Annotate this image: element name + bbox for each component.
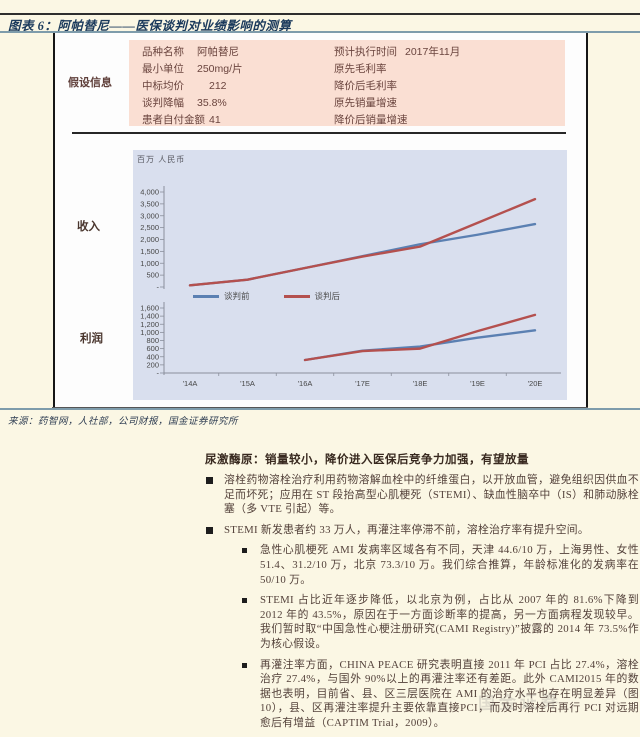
assump-label: 原先毛利率 (334, 63, 387, 75)
bullet-text: 溶栓药物溶栓治疗利用药物溶解血栓中的纤维蛋白，以开放血管，避免组织因供血不足而坏… (224, 474, 639, 516)
svg-text:600: 600 (146, 344, 159, 353)
assump-label: 原先销量增速 (334, 97, 397, 109)
assumptions-table: 品种名称 阿帕替尼 预计执行时间 2017年11月 最小单位 250mg/片 原… (129, 40, 565, 126)
table-underline (72, 132, 566, 134)
assump-value: 212 (209, 80, 227, 92)
bullet-list: 溶栓药物溶栓治疗利用药物溶解血栓中的纤维蛋白，以开放血管，避免组织因供血不足而坏… (205, 473, 639, 737)
svg-text:1,600: 1,600 (140, 304, 159, 313)
svg-text:'20E: '20E (528, 379, 543, 388)
chart-panel: 百万 人民币 4,000 3,500 3,000 2,500 2,000 1,500 1,0… (133, 150, 567, 400)
svg-text:1,000: 1,000 (140, 328, 159, 337)
assumptions-section-label: 假设信息 (68, 77, 112, 89)
assump-label: 预计执行时间 (334, 46, 397, 58)
top-rule (0, 13, 640, 15)
svg-text:-: - (157, 283, 160, 292)
svg-text:1,400: 1,400 (140, 312, 159, 321)
watermark-logo: 国金证券 (477, 691, 563, 714)
legend-item-before: 谈判前 (193, 290, 250, 302)
section-heading: 尿激酶原：销量较小，降价进入医保后竞争力加强，有望放量 (205, 454, 529, 466)
figure-top-rule (0, 31, 640, 33)
svg-text:3,000: 3,000 (140, 211, 159, 220)
bullet-text: 急性心肌梗死 AMI 发病率区域各有不同，天津 44.6/10 万，上海男性、女… (260, 544, 639, 586)
svg-text:'18E: '18E (413, 379, 428, 388)
bullet-item: 溶栓药物溶栓治疗利用药物溶解血栓中的纤维蛋白，以开放血管，避免组织因供血不足而坏… (205, 473, 639, 517)
assump-value: 2017年11月 (405, 46, 461, 58)
assump-value: 35.8% (197, 97, 227, 109)
bullet-item: STEMI 新发患者约 33 万人，再灌注率停滞不前，溶栓治疗率有提升空间。 (205, 523, 639, 538)
svg-text:500: 500 (146, 271, 159, 280)
legend-item-after: 谈判后 (283, 290, 341, 302)
svg-text:1,000: 1,000 (140, 259, 159, 268)
assump-label: 中标均价 (142, 80, 184, 92)
bullet-item: 急性心肌梗死 AMI 发病率区域各有不同，天津 44.6/10 万，上海男性、女… (241, 543, 639, 587)
legend-line-swatch-blue (193, 294, 219, 298)
assump-value: 41 (209, 114, 221, 126)
figure-box: 假设信息 品种名称 阿帕替尼 预计执行时间 2017年11月 最小单位 250m… (53, 33, 588, 408)
revenue-row-label: 收入 (77, 221, 100, 233)
legend-label: 谈判前 (224, 291, 250, 301)
assump-label: 降价后销量增速 (334, 114, 408, 126)
svg-text:800: 800 (146, 336, 159, 345)
bullet-square-icon (206, 477, 213, 484)
bullet-text: STEMI 占比近年逐步降低，以北京为例，占比从 2007 年的 81.6%下降… (260, 594, 639, 650)
assump-value: 250mg/片 (197, 63, 243, 75)
bullet-item: STEMI 占比近年逐步降低，以北京为例，占比从 2007 年的 81.6%下降… (241, 593, 639, 651)
assump-label: 品种名称 (142, 46, 184, 58)
line-charts: 4,000 3,500 3,000 2,500 2,000 1,500 1,000 500 - 1… (140, 186, 561, 388)
bullet-square-icon (242, 598, 247, 604)
svg-text:2,500: 2,500 (140, 223, 159, 232)
svg-text:4,000: 4,000 (140, 188, 159, 197)
assump-label: 患者自付金额 (142, 114, 205, 126)
svg-text:2,000: 2,000 (140, 235, 159, 244)
bullet-square-icon (206, 526, 213, 534)
svg-text:200: 200 (146, 360, 159, 369)
legend-label: 谈判后 (314, 291, 341, 301)
svg-text:1,500: 1,500 (140, 247, 159, 256)
bullet-text: 再灌注率方面，CHINA PEACE 研究表明直接 2011 年 PCI 占比 … (260, 658, 639, 729)
svg-text:400: 400 (146, 352, 159, 361)
svg-text:'16A: '16A (298, 379, 313, 388)
bullet-text: STEMI 新发患者约 33 万人，再灌注率停滞不前，溶栓治疗率有提升空间。 (224, 523, 589, 536)
assump-label: 降价后毛利率 (334, 80, 397, 92)
source-line: 来源：药智网，人社部，公司财报，国金证券研究所 (8, 417, 239, 427)
figure-title: 图表 6：阿帕替尼——医保谈判对业绩影响的测算 (8, 19, 292, 33)
chart-unit-label: 百万 人民币 (137, 155, 186, 164)
svg-text:1,200: 1,200 (140, 320, 159, 329)
chart-legend: 谈判前 谈判后 (193, 290, 374, 302)
assump-label: 谈判降幅 (142, 97, 184, 109)
bullet-item: 再灌注率方面，CHINA PEACE 研究表明直接 2011 年 PCI 占比 … (241, 658, 639, 731)
svg-text:'14A: '14A (183, 379, 198, 388)
svg-text:'17E: '17E (355, 379, 370, 388)
profit-row-label: 利润 (80, 333, 103, 345)
assump-value: 阿帕替尼 (197, 46, 239, 58)
svg-text:'19E: '19E (470, 379, 485, 388)
figure-bottom-edge (52, 407, 588, 408)
bullet-square-icon (242, 548, 247, 554)
legend-line-swatch-red (283, 294, 310, 298)
svg-text:'15A: '15A (240, 379, 255, 388)
figure-bottom-rule (0, 408, 640, 410)
svg-text:3,500: 3,500 (140, 199, 159, 208)
assump-label: 最小单位 (142, 63, 184, 75)
svg-text:-: - (157, 369, 160, 378)
bullet-square-icon (242, 662, 247, 668)
